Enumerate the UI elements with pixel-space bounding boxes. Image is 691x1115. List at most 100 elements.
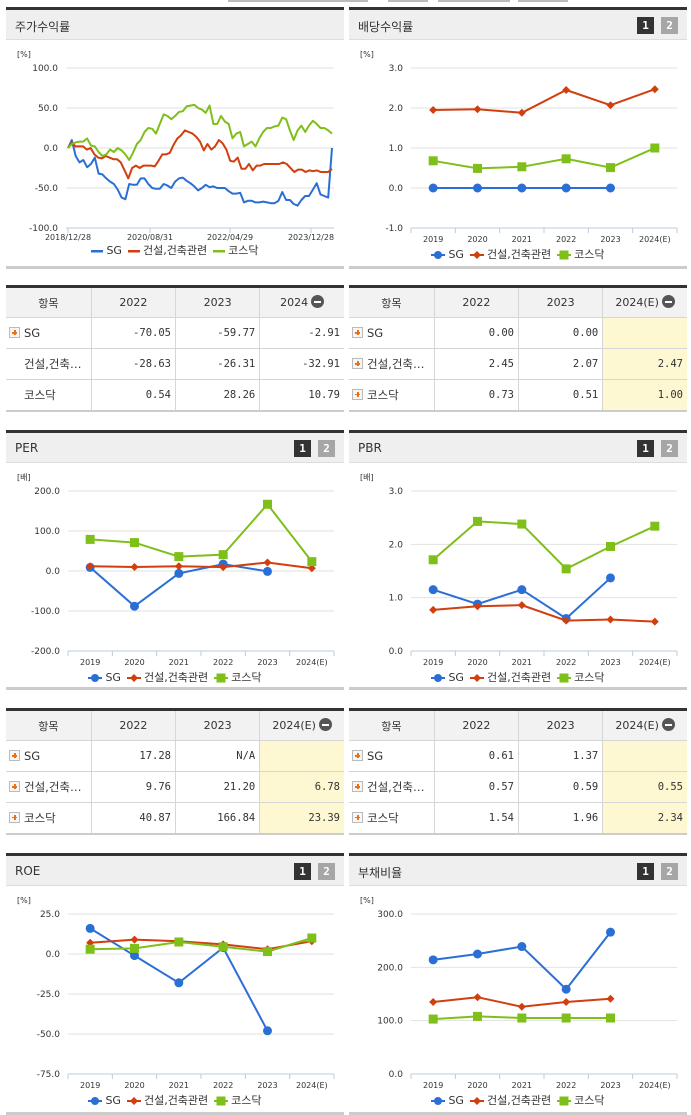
table-cell: 0.73 bbox=[434, 379, 519, 411]
svg-text:2023: 2023 bbox=[257, 658, 277, 667]
series-line bbox=[433, 931, 612, 991]
y-unit-label: [%] bbox=[360, 896, 374, 905]
legend-item-sg[interactable]: SG bbox=[88, 1094, 121, 1107]
svg-text:2023: 2023 bbox=[600, 658, 620, 667]
legend-item-sg[interactable]: SG bbox=[91, 244, 122, 257]
legend-item-sg[interactable]: SG bbox=[431, 1094, 464, 1107]
top-tab[interactable] bbox=[438, 0, 510, 2]
svg-text:25.0: 25.0 bbox=[40, 910, 60, 920]
y-unit-label: [배] bbox=[360, 473, 374, 482]
legend-item-construction[interactable]: 건설,건축관련 bbox=[469, 1092, 551, 1108]
page-1-button[interactable]: 1 bbox=[637, 863, 654, 880]
svg-text:2.0: 2.0 bbox=[389, 540, 404, 550]
collapse-icon[interactable] bbox=[661, 718, 675, 732]
table-header-row: 항목 2022 2023 2024(E) bbox=[6, 709, 344, 741]
collapse-icon[interactable] bbox=[661, 295, 675, 309]
page-1-button[interactable]: 1 bbox=[294, 863, 311, 880]
svg-text:2024(E): 2024(E) bbox=[296, 1081, 328, 1090]
table-cell: 0.57 bbox=[434, 771, 519, 803]
svg-text:2023/12/28: 2023/12/28 bbox=[288, 233, 334, 242]
svg-text:-100.0: -100.0 bbox=[29, 224, 58, 234]
expand-icon[interactable] bbox=[9, 327, 20, 338]
series-line bbox=[90, 561, 312, 570]
chart-header: 배당수익률 1 2 bbox=[349, 10, 687, 40]
row-label: 건설,건축… bbox=[6, 771, 92, 803]
column-header: 2022 bbox=[434, 709, 519, 741]
svg-text:2024(E): 2024(E) bbox=[639, 658, 671, 667]
legend-item-kosdaq[interactable]: 코스닥 bbox=[557, 246, 605, 262]
series-line bbox=[432, 147, 656, 170]
svg-text:2023: 2023 bbox=[600, 235, 620, 244]
legend-item-construction[interactable]: 건설,건축관련 bbox=[469, 669, 551, 685]
chart-title: ROE bbox=[15, 864, 41, 878]
series-line bbox=[67, 103, 333, 161]
page-2-button[interactable]: 2 bbox=[661, 17, 678, 34]
svg-text:0.0: 0.0 bbox=[44, 144, 59, 154]
page-2-button[interactable]: 2 bbox=[661, 863, 678, 880]
table-cell: 0.54 bbox=[91, 379, 176, 411]
expand-icon[interactable] bbox=[352, 358, 363, 369]
row-label: SG bbox=[6, 317, 92, 349]
legend-item-construction[interactable]: 건설,건축관련 bbox=[127, 242, 207, 258]
table-cell: 0.00 bbox=[434, 317, 519, 349]
column-header: 2023 bbox=[175, 709, 261, 741]
expand-icon[interactable] bbox=[352, 811, 363, 823]
legend-item-construction[interactable]: 건설,건축관련 bbox=[126, 1092, 208, 1108]
expand-icon[interactable] bbox=[352, 327, 363, 338]
svg-text:200.0: 200.0 bbox=[34, 487, 60, 497]
expand-icon[interactable] bbox=[352, 388, 363, 400]
svg-text:2021: 2021 bbox=[169, 1081, 189, 1090]
legend-item-kosdaq[interactable]: 코스닥 bbox=[214, 669, 262, 685]
table-row: 건설,건축… 9.76 21.20 6.78 bbox=[6, 771, 344, 803]
page-1-button[interactable]: 1 bbox=[294, 440, 311, 457]
svg-text:2021: 2021 bbox=[512, 1081, 532, 1090]
column-header: 항목 bbox=[6, 286, 92, 318]
table-cell: 2.45 bbox=[434, 348, 519, 380]
legend-item-sg[interactable]: SG bbox=[431, 248, 464, 261]
column-header: 항목 bbox=[349, 709, 435, 741]
table-cell bbox=[259, 740, 344, 772]
top-tab[interactable] bbox=[228, 0, 368, 2]
series-line bbox=[67, 129, 333, 180]
expand-icon[interactable] bbox=[9, 811, 20, 823]
collapse-icon[interactable] bbox=[311, 295, 325, 309]
legend-item-construction[interactable]: 건설,건축관련 bbox=[126, 669, 208, 685]
table-header-row: 항목 2022 2023 2024(E) bbox=[349, 286, 687, 318]
svg-text:2022/04/29: 2022/04/29 bbox=[207, 233, 253, 242]
legend-item-sg[interactable]: SG bbox=[431, 671, 464, 684]
expand-icon[interactable] bbox=[9, 781, 20, 792]
column-header: 2024(E) bbox=[602, 709, 687, 741]
svg-text:2019: 2019 bbox=[423, 658, 443, 667]
page-1-button[interactable]: 1 bbox=[637, 440, 654, 457]
collapse-icon[interactable] bbox=[318, 718, 332, 732]
legend-item-construction[interactable]: 건설,건축관련 bbox=[469, 246, 551, 262]
series-line bbox=[90, 938, 313, 951]
expand-icon[interactable] bbox=[352, 750, 363, 761]
chart-svg: [배]200.0 100.0 0.0 -100.0 -200.0 2019 2020 2021… bbox=[17, 473, 335, 667]
legend-item-sg[interactable]: SG bbox=[88, 671, 121, 684]
svg-text:-100.0: -100.0 bbox=[31, 607, 60, 617]
series-line bbox=[90, 502, 313, 563]
table-cell: -26.31 bbox=[175, 348, 261, 380]
series-line bbox=[432, 520, 656, 571]
svg-text:2020: 2020 bbox=[467, 235, 487, 244]
expand-icon[interactable] bbox=[352, 781, 363, 792]
chart-title: PBR bbox=[358, 441, 382, 455]
legend-item-kosdaq[interactable]: 코스닥 bbox=[557, 669, 605, 685]
chart-svg: [배] 3.0 2.0 1.0 0.0 2019 2020 2021 2022 2023 2024(… bbox=[360, 473, 678, 667]
table-cell: 28.26 bbox=[175, 379, 261, 411]
chart-header: 주가수익률 bbox=[6, 10, 344, 40]
legend-item-kosdaq[interactable]: 코스닥 bbox=[213, 242, 259, 258]
chart-svg: [%]300.0 200.0 100.0 0.0 2019 2020 2021 2022 202… bbox=[360, 896, 678, 1090]
expand-icon[interactable] bbox=[9, 750, 20, 761]
top-tab[interactable] bbox=[518, 0, 568, 2]
row-label: SG bbox=[349, 317, 435, 349]
legend-item-kosdaq[interactable]: 코스닥 bbox=[557, 1092, 605, 1108]
page-2-button[interactable]: 2 bbox=[661, 440, 678, 457]
svg-text:2022: 2022 bbox=[213, 658, 233, 667]
page-1-button[interactable]: 1 bbox=[637, 17, 654, 34]
legend-item-kosdaq[interactable]: 코스닥 bbox=[214, 1092, 262, 1108]
top-tab[interactable] bbox=[388, 0, 428, 2]
page-2-button[interactable]: 2 bbox=[318, 440, 335, 457]
page-2-button[interactable]: 2 bbox=[318, 863, 335, 880]
